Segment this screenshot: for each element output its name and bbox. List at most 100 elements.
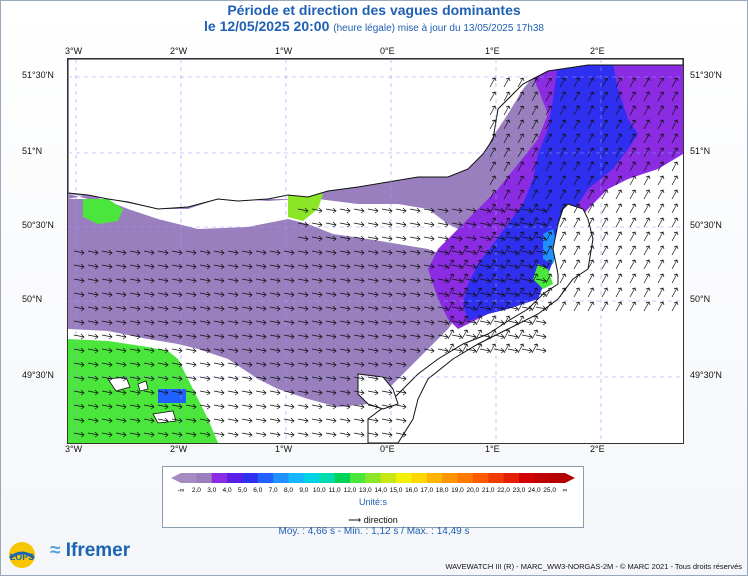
direction-arrow [507,235,519,242]
map-canvas [68,59,683,443]
direction-arrow [517,259,525,270]
direction-arrow [545,147,553,158]
direction-arrow [199,361,211,368]
direction-arrow [503,189,511,200]
direction-arrow [129,431,141,438]
direction-arrow [489,77,497,88]
direction-arrow [643,301,651,312]
direction-arrow [615,147,623,158]
direction-arrow [615,245,623,256]
direction-arrow [199,333,211,340]
direction-arrow [129,375,141,382]
direction-arrow [395,431,407,438]
direction-arrow [615,259,623,270]
direction-arrow [503,161,511,172]
direction-arrow [545,301,553,312]
direction-arrow [503,231,511,242]
direction-arrow [465,277,477,284]
direction-arrow [573,203,581,214]
lat-tick-left: 50°N [22,294,43,304]
direction-arrow [545,105,553,116]
direction-arrow [283,389,295,396]
direction-arrow [559,91,567,102]
direction-arrow [531,147,539,158]
direction-arrow [517,287,525,298]
direction-arrow [353,221,365,228]
direction-arrow [451,319,463,326]
direction-arrow [657,273,665,284]
direction-arrow [479,291,491,298]
direction-arrow [489,273,497,284]
colorbar-tick-label: 24,0 [527,487,541,494]
direction-arrow [227,389,239,396]
colorbar-left-arrow [171,473,181,483]
direction-arrow [227,319,239,326]
direction-arrow [199,375,211,382]
direction-arrow [629,147,637,158]
direction-arrow [493,319,505,326]
direction-arrow [507,347,519,354]
direction-arrow [73,333,85,340]
direction-arrow [447,329,455,340]
direction-arrow [601,161,609,172]
direction-arrow [171,263,183,270]
lops-logo[interactable]: LOPS [4,540,40,570]
direction-arrow [381,221,393,228]
colorbar-swatch [534,473,551,483]
direction-arrow [489,105,497,116]
lops-logo-icon: LOPS [9,542,35,568]
direction-arrow [671,203,679,214]
direction-arrow [451,305,463,312]
direction-arrow [517,77,525,88]
direction-arrow [129,263,141,270]
direction-arrow [479,277,491,284]
direction-arrow [115,249,127,256]
direction-arrow [573,245,581,256]
ifremer-logo[interactable]: ≈ Ifremer [50,540,130,562]
direction-arrow [601,133,609,144]
direction-arrow [531,343,539,354]
direction-arrow [507,305,519,312]
direction-arrow [339,375,351,382]
direction-arrow [423,263,435,270]
direction-arrow [531,287,539,298]
direction-arrow [545,175,553,186]
direction-arrow [297,319,309,326]
direction-arrow [325,403,337,410]
direction-arrow [381,431,393,438]
colorbar-swatch [411,473,428,483]
direction-arrow [493,291,505,298]
direction-arrow [213,347,225,354]
direction-arrow [507,291,519,298]
direction-arrow [643,259,651,270]
direction-arrow [535,305,547,312]
direction-arrow [531,119,539,130]
direction-arrow [101,431,113,438]
direction-arrow [507,207,519,214]
direction-arrow [535,333,547,340]
direction-arrow [545,217,553,228]
direction-arrow [559,77,567,88]
direction-arrow [311,431,323,438]
direction-arrow [143,389,155,396]
direction-arrow [521,249,533,256]
direction-arrow [573,175,581,186]
direction-arrow [517,133,525,144]
direction-arrow [451,235,463,242]
wave-period-map[interactable] [67,58,684,444]
direction-arrow [587,203,595,214]
direction-arrow [367,361,379,368]
direction-arrow [381,319,393,326]
direction-arrow [381,333,393,340]
direction-arrow [479,333,491,340]
direction-arrow [489,189,497,200]
direction-arrow [367,347,379,354]
lon-tick-top: 0°E [380,46,395,56]
direction-arrow [171,305,183,312]
direction-arrow [671,301,679,312]
stat-min: Min. : 1,12 s [343,526,399,537]
direction-arrow [545,91,553,102]
direction-arrow [493,207,505,214]
direction-arrow [185,417,197,424]
direction-arrow [437,207,449,214]
